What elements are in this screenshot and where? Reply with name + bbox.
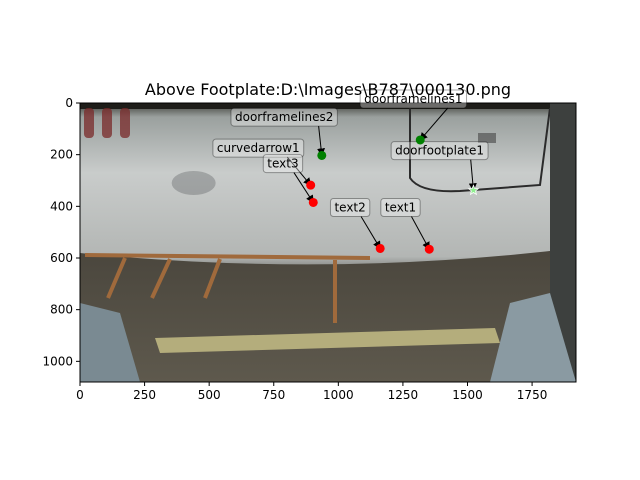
photo-floor-stripe [106,257,127,299]
photo-door-handle [478,133,496,143]
point-curvedarrow1 [306,180,316,190]
annotation-arrow [317,126,326,157]
annotation-text2: text2 [329,198,381,250]
photo-window-frame [84,108,94,138]
annotation-box [329,198,371,217]
x-tick-label: 1000 [323,388,354,402]
annotation-curvedarrow1: curvedarrow1 [212,138,312,186]
annotation-arrow [419,107,449,141]
point-doorframelines2 [317,150,327,160]
annotation-doorframelines2: doorframelines2 [230,107,338,157]
y-tick-label: 0 [65,96,73,110]
photo-floor-stripe [84,253,371,260]
photo-footplate [155,328,500,353]
photo-window-frame [102,108,112,138]
x-tick-label: 1250 [388,388,419,402]
background-photo [80,103,576,382]
photo-floor-stripe [203,258,222,299]
annotation-label: text2 [334,201,365,215]
annotation-box [212,138,305,158]
point-text2 [375,243,385,253]
y-tick-label: 400 [50,199,73,213]
photo-floor-stripe [150,258,172,299]
annotation-arrow [411,216,430,251]
annotation-box [230,107,338,127]
photo-left-panel [80,303,140,382]
annotation-doorfootplate1: doorfootplate1 [390,141,489,192]
x-tick-label: 1500 [452,388,483,402]
annotation-arrow [468,159,477,192]
plot-frame [79,102,577,383]
y-tick-label: 600 [50,251,73,265]
annotation-label: doorframelines2 [235,110,333,124]
annotation-box [390,141,489,161]
annotation-box [380,198,421,217]
y-tick-label: 200 [50,148,73,162]
annotations: doorframelines1 doorframelines2 doorfootpl… [212,89,489,251]
point-text1 [424,244,434,254]
annotation-text3: text3 [262,154,314,204]
annotation-doorframelines1: doorframelines1 [359,89,468,141]
x-tick-label: 500 [198,388,221,402]
x-tick-label: 1750 [517,388,548,402]
annotation-text1: text1 [380,198,430,251]
x-tick-label: 750 [262,388,285,402]
y-tick-label: 1000 [42,354,73,368]
data-points [306,135,480,254]
annotation-arrow [360,216,381,250]
x-tick-label: 0 [76,388,84,402]
annotation-arrow [286,156,312,186]
axes: 0 250 500 750 1000 1250 1500 1750 0 200 400 600 800 1… [42,96,577,402]
photo-door-outline [409,107,551,193]
annotation-label: text1 [385,201,416,215]
point-doorfootplate1 [467,184,480,196]
annotation-label: text3 [267,157,298,171]
photo-window-frame [120,108,130,138]
annotation-label: doorframelines1 [364,92,462,106]
annotation-box [359,89,468,109]
annotation-label: doorfootplate1 [395,144,484,158]
annotation-label: curvedarrow1 [217,141,300,155]
x-tick-label: 250 [133,388,156,402]
y-tick-label: 800 [50,303,73,317]
annotation-arrow [293,172,314,204]
point-doorframelines1 [415,135,425,145]
photo-right-panel [490,293,576,382]
chart-title: Above Footplate:D:\Images\B787\000130.pn… [145,80,511,99]
photo-logo [171,171,216,195]
point-text3 [308,197,318,207]
annotation-box [262,154,304,174]
photo-top-band [80,103,576,109]
